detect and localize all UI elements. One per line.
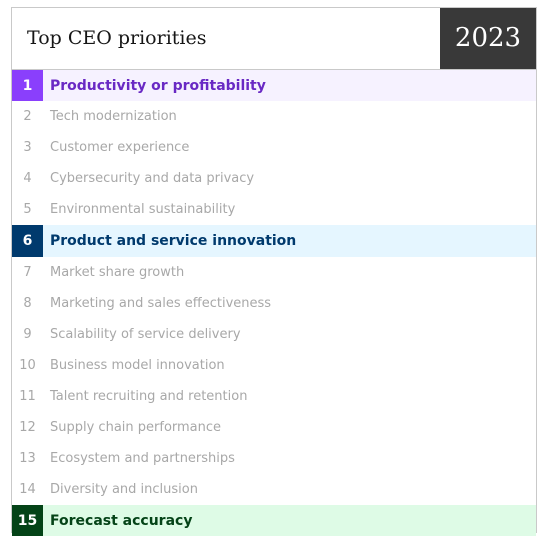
priority-label: Marketing and sales effectiveness	[50, 295, 272, 311]
rank-number: 4	[23, 171, 32, 187]
priority-label: Supply chain performance	[50, 420, 222, 436]
list-item: 15 Forecast accuracy	[12, 505, 536, 537]
rank-number: 5	[23, 202, 32, 218]
list-item: 12 Supply chain performance	[12, 412, 536, 443]
list-item: 14 Diversity and inclusion	[12, 474, 536, 505]
rank-number: 15	[12, 505, 43, 537]
header-divider	[12, 69, 536, 70]
rank-number: 1	[12, 70, 43, 102]
list-item: 11 Talent recruiting and retention	[12, 381, 536, 412]
list-item: 13 Ecosystem and partnerships	[12, 443, 536, 474]
list-item: 8 Marketing and sales effectiveness	[12, 288, 536, 319]
priority-label: Product and service innovation	[50, 233, 297, 250]
priority-label: Business model innovation	[50, 357, 225, 373]
list-item: 9 Scalability of service delivery	[12, 319, 536, 350]
priority-label: Environmental sustainability	[50, 202, 236, 218]
priorities-card: Top CEO priorities 2023 1 Productivity o…	[11, 7, 537, 537]
priority-label: Tech modernization	[50, 109, 177, 125]
rank-number: 6	[12, 225, 43, 257]
priority-label: Talent recruiting and retention	[50, 388, 248, 404]
priority-label: Market share growth	[50, 264, 185, 280]
list-item: 6 Product and service innovation	[12, 225, 536, 257]
rank-number: 12	[19, 420, 36, 436]
list-item: 1 Productivity or profitability	[12, 70, 536, 102]
page-title: Top CEO priorities	[27, 27, 207, 49]
priority-label: Ecosystem and partnerships	[50, 451, 235, 467]
rank-number: 11	[19, 388, 36, 404]
priority-label: Productivity or profitability	[50, 77, 266, 94]
priority-label: Diversity and inclusion	[50, 482, 198, 498]
rank-number: 2	[23, 109, 32, 125]
card-header: Top CEO priorities 2023	[12, 8, 536, 69]
rank-number: 8	[23, 295, 32, 311]
rank-number: 3	[23, 140, 32, 156]
priority-label: Customer experience	[50, 140, 190, 156]
rank-number: 7	[23, 264, 32, 280]
list-item: 7 Market share growth	[12, 257, 536, 288]
list-item: 2 Tech modernization	[12, 101, 536, 132]
priority-label: Forecast accuracy	[50, 512, 193, 529]
list-item: 5 Environmental sustainability	[12, 194, 536, 225]
rank-number: 9	[23, 326, 32, 342]
rank-number: 10	[19, 357, 36, 373]
year-badge: 2023	[440, 8, 536, 69]
rank-number: 13	[19, 451, 36, 467]
list-item: 3 Customer experience	[12, 132, 536, 163]
priority-label: Cybersecurity and data privacy	[50, 171, 255, 187]
priority-label: Scalability of service delivery	[50, 326, 241, 342]
list-item: 4 Cybersecurity and data privacy	[12, 163, 536, 194]
list-item: 10 Business model innovation	[12, 350, 536, 381]
priority-list: 1 Productivity or profitability 2 Tech m…	[12, 70, 536, 537]
rank-number: 14	[19, 482, 36, 498]
